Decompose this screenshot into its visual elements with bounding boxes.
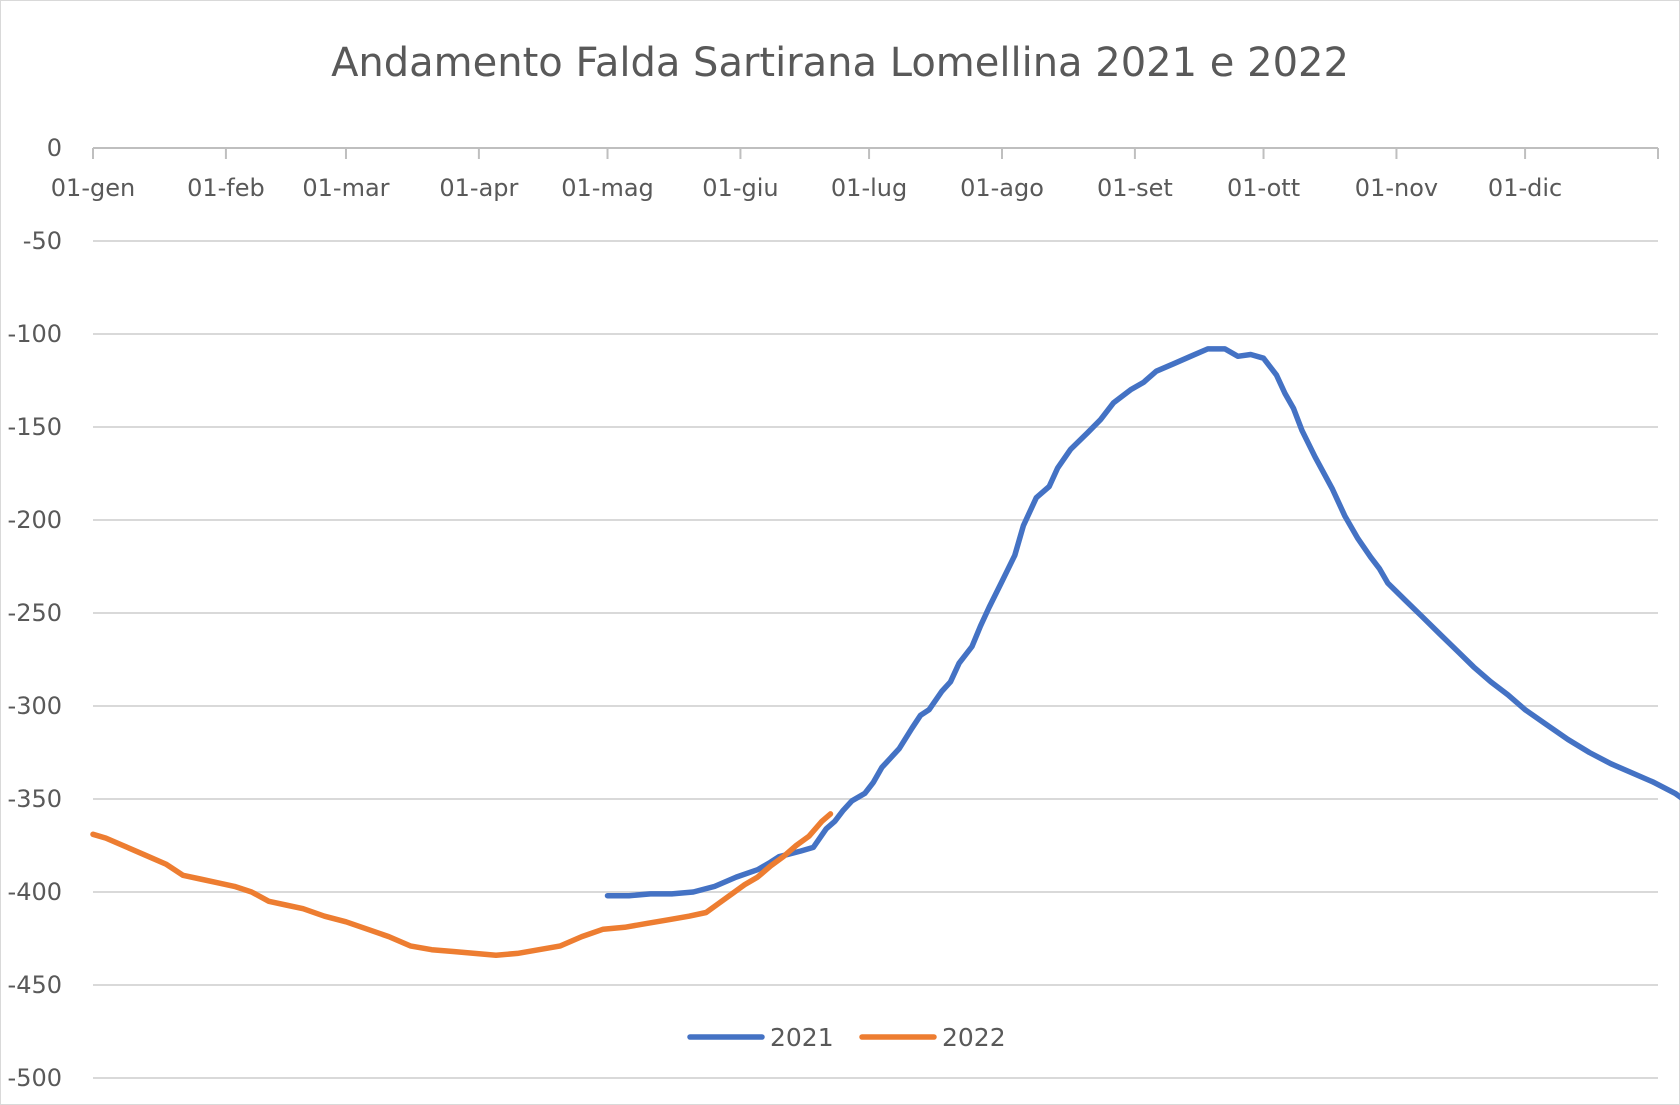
x-tick-label: 01-giu — [702, 174, 778, 202]
y-tick-label: -350 — [8, 785, 62, 813]
y-tick-label: -150 — [8, 413, 62, 441]
x-tick-label: 01-ago — [960, 174, 1044, 202]
x-tick-label: 01-gen — [51, 174, 135, 202]
y-tick-label: -100 — [8, 320, 62, 348]
legend-label-2021: 2021 — [770, 1023, 834, 1052]
y-tick-label: -400 — [8, 878, 62, 906]
y-tick-label: -50 — [23, 227, 62, 255]
legend: 2021 2022 — [687, 1023, 1006, 1052]
y-tick-label: 0 — [47, 134, 62, 162]
y-tick-label: -300 — [8, 692, 62, 720]
x-axis-tick-labels: 01-gen 01-feb 01-mar 01-apr 01-mag 01-giu 01-l… — [51, 174, 1562, 202]
series-line-2022 — [90, 811, 834, 958]
legend-label-2022: 2022 — [942, 1023, 1006, 1052]
series-line-2021 — [604, 346, 1680, 899]
x-tick-label: 01-dic — [1488, 174, 1562, 202]
y-tick-label: -450 — [8, 971, 62, 999]
x-tick-label: 01-set — [1097, 174, 1173, 202]
x-tick-label: 01-mar — [302, 174, 389, 202]
data-series — [90, 346, 1680, 958]
x-tick-label: 01-feb — [187, 174, 265, 202]
x-tick-label: 01-lug — [831, 174, 907, 202]
chart-title: Andamento Falda Sartirana Lomellina 2021… — [331, 40, 1349, 86]
y-axis-tick-labels: 0 -50 -100 -150 -200 -250 -300 -350 -400 -450 -500 — [8, 134, 62, 1092]
x-tick-label: 01-apr — [439, 174, 518, 202]
x-tick-label: 01-ott — [1227, 174, 1300, 202]
y-tick-label: -500 — [8, 1064, 62, 1092]
y-tick-label: -250 — [8, 599, 62, 627]
x-tick-label: 01-nov — [1355, 174, 1438, 202]
x-tick-label: 01-mag — [561, 174, 654, 202]
y-tick-label: -200 — [8, 506, 62, 534]
gridlines — [92, 147, 1659, 1079]
